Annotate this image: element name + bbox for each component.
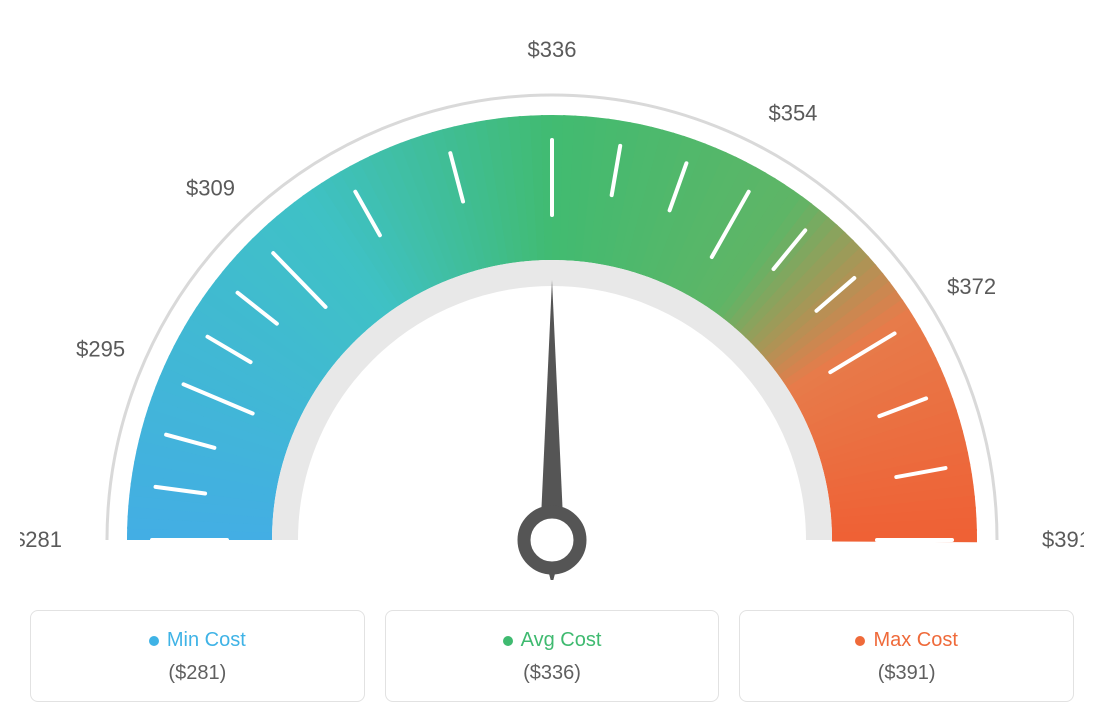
needle-pivot (524, 512, 580, 568)
legend-title-min: Min Cost (149, 629, 246, 652)
legend-card-avg: Avg Cost ($336) (385, 610, 720, 702)
scale-label: $354 (768, 100, 817, 125)
dot-icon (503, 636, 513, 646)
legend-label: Avg Cost (521, 629, 602, 652)
scale-label: $309 (186, 176, 235, 201)
dot-icon (855, 636, 865, 646)
legend-card-min: Min Cost ($281) (30, 610, 365, 702)
scale-label: $295 (76, 336, 125, 361)
legend-label: Max Cost (873, 629, 957, 652)
legend-row: Min Cost ($281) Avg Cost ($336) Max Cost… (20, 610, 1084, 702)
legend-label: Min Cost (167, 629, 246, 652)
legend-value: ($391) (750, 662, 1063, 685)
legend-title-avg: Avg Cost (503, 629, 602, 652)
legend-value: ($336) (396, 662, 709, 685)
scale-label: $372 (947, 274, 996, 299)
scale-label: $281 (20, 527, 62, 552)
legend-value: ($281) (41, 662, 354, 685)
gauge-svg: $281 $295 $309 $336 $354 $372 $391 (20, 20, 1084, 580)
scale-label: $336 (528, 37, 577, 62)
cost-gauge-chart: $281 $295 $309 $336 $354 $372 $391 Min Cost ($… (20, 20, 1084, 702)
legend-title-max: Max Cost (855, 629, 957, 652)
dot-icon (149, 636, 159, 646)
scale-label: $391 (1042, 527, 1084, 552)
legend-card-max: Max Cost ($391) (739, 610, 1074, 702)
